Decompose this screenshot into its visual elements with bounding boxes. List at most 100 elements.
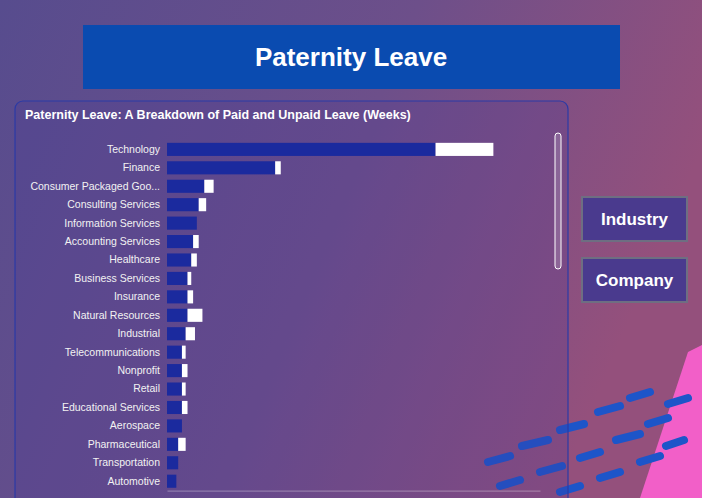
bar <box>178 438 185 451</box>
decoration <box>666 440 684 446</box>
bar <box>182 382 186 395</box>
bar <box>178 456 179 469</box>
bar <box>193 235 199 248</box>
bar <box>167 235 193 248</box>
bar <box>167 364 182 377</box>
button[interactable]: Company <box>582 258 687 302</box>
tick-label: Transportation <box>93 456 160 468</box>
decoration <box>630 392 650 398</box>
bar <box>182 401 188 414</box>
bar <box>196 217 197 230</box>
tick-label: Automotive <box>107 475 160 487</box>
bar <box>167 161 275 174</box>
button-label[interactable]: Industry <box>601 210 669 229</box>
bar <box>167 475 176 488</box>
decoration <box>640 456 660 462</box>
tick-label: Pharmaceutical <box>88 438 160 450</box>
bars <box>167 143 493 488</box>
tick: Industrial <box>117 327 167 339</box>
bar <box>167 401 182 414</box>
bar <box>188 290 194 303</box>
decoration <box>600 472 620 478</box>
tick: Educational Services <box>62 401 167 413</box>
bar <box>275 161 281 174</box>
tick: Consumer Packaged Goo... <box>30 180 167 192</box>
decoration <box>598 406 620 412</box>
tick-label: Educational Services <box>62 401 160 413</box>
tick: Telecommunications <box>65 346 167 358</box>
button-box[interactable] <box>582 258 687 302</box>
tick: Pharmaceutical <box>88 438 167 450</box>
tick-label: Nonprofit <box>117 364 160 376</box>
tick: Transportation <box>93 456 167 468</box>
chart-title: Paternity Leave: A Breakdown of Paid and… <box>25 108 411 122</box>
bar <box>182 364 188 377</box>
bar <box>436 143 494 156</box>
tick-label: Natural Resources <box>73 309 160 321</box>
bar <box>199 198 206 211</box>
value-axis <box>168 491 541 492</box>
bar <box>167 419 182 432</box>
bar <box>167 217 197 230</box>
decoration <box>668 398 688 404</box>
bar <box>167 253 191 266</box>
scrollbar[interactable] <box>555 133 561 269</box>
tick-label: Healthcare <box>109 253 160 265</box>
bar <box>167 290 188 303</box>
bar <box>188 272 192 285</box>
bar <box>167 327 186 340</box>
button[interactable]: Industry <box>582 197 687 241</box>
bar <box>191 253 197 266</box>
bar <box>167 309 188 322</box>
chart-panel <box>15 101 568 498</box>
tick: Natural Resources <box>73 309 167 321</box>
bar <box>167 143 436 156</box>
tick-label: Retail <box>133 382 160 394</box>
tick: Aerospace <box>110 419 167 431</box>
decoration <box>640 345 702 498</box>
tick: Healthcare <box>109 253 167 265</box>
bar <box>167 456 178 469</box>
tick-label: Technology <box>107 143 161 155</box>
tick-label: Consulting Services <box>67 198 160 210</box>
decoration <box>616 434 640 440</box>
bar <box>204 180 213 193</box>
tick: Accounting Services <box>65 235 167 247</box>
bar <box>182 346 186 359</box>
header-box <box>83 25 620 89</box>
bar <box>188 309 203 322</box>
axis-line <box>168 491 541 492</box>
bar <box>167 382 182 395</box>
bar <box>186 327 195 340</box>
bar <box>181 419 182 432</box>
tick-label: Accounting Services <box>65 235 160 247</box>
bar <box>176 475 177 488</box>
tick-label: Telecommunications <box>65 346 160 358</box>
tick: Finance <box>123 161 167 173</box>
tick-label: Consumer Packaged Goo... <box>30 180 160 192</box>
bar <box>167 346 182 359</box>
bar <box>167 198 199 211</box>
tick: Technology <box>107 143 167 155</box>
tick-label: Industrial <box>117 327 160 339</box>
tick-label: Aerospace <box>110 419 160 431</box>
tick-label: Finance <box>123 161 161 173</box>
tick-label: Insurance <box>114 290 160 302</box>
button-box[interactable] <box>582 197 687 241</box>
tick-label: Information Services <box>64 216 160 228</box>
button-label[interactable]: Company <box>596 271 674 290</box>
header-title: Paternity Leave <box>255 42 447 72</box>
bar <box>167 438 178 451</box>
bar <box>167 272 188 285</box>
tick-label: Business Services <box>74 272 160 284</box>
tick: Business Services <box>74 272 167 284</box>
tick: Insurance <box>114 290 167 302</box>
decoration <box>580 452 600 458</box>
category-axis: Technology Finance Consumer Packaged Goo..… <box>30 143 167 487</box>
bar <box>167 180 204 193</box>
dashboard: Paternity Leave Paternity Leave: A Breakd… <box>0 0 702 498</box>
tick: Consulting Services <box>67 198 167 210</box>
decoration <box>648 418 668 424</box>
tick: Retail <box>133 382 167 394</box>
tick: Information Services <box>64 216 167 228</box>
